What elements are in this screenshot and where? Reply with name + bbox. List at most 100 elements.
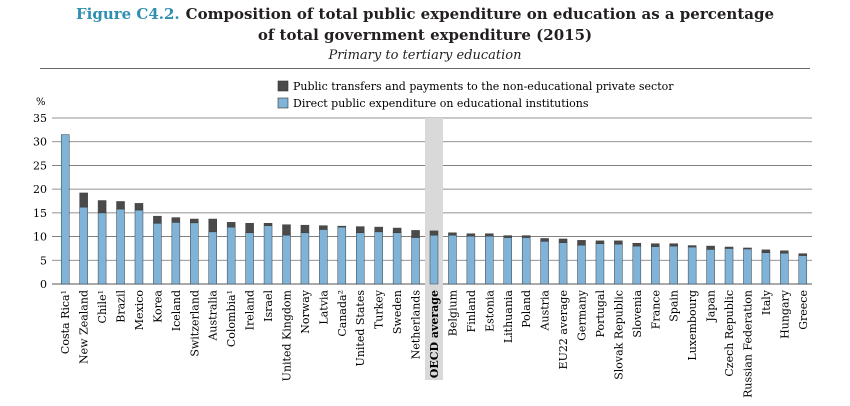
x-tick-label: Australia [207,290,220,342]
x-tick-label: EU22 average [557,290,570,369]
y-tick-label: 5 [40,254,47,267]
bar-direct [300,232,310,285]
x-tick-label: Estonia [483,290,496,332]
y-tick-label: 10 [33,231,47,244]
bar-transfers [485,233,494,237]
bar-transfers [761,249,771,253]
x-tick-label: Netherlands [410,290,423,360]
y-tick-label: 20 [33,183,47,196]
bar-direct [577,244,586,285]
bar-direct [595,243,605,285]
bar-direct [558,242,568,285]
bar-transfers [208,218,217,233]
y-tick-label: 15 [33,207,47,220]
figure-label: Figure C4.2. [75,5,180,23]
x-tick-label: Luxembourg [686,290,699,361]
bar-transfers [116,201,125,210]
bar-direct [134,209,144,285]
bar-direct [614,243,623,285]
bar-direct [669,245,678,285]
x-tick-label: Austria [539,290,552,332]
bar-direct [411,237,420,285]
x-tick-label: Czech Republic [723,290,736,377]
x-tick-label: United Kingdom [280,289,293,381]
x-tick-label: Poland [520,290,533,328]
bar-direct [651,246,660,285]
bar-direct [282,234,291,285]
x-tick-label: Canada² [336,290,349,337]
bar-transfers [503,235,513,238]
x-tick-label: Korea [151,290,164,323]
figure-title-text: Composition of total public expenditure … [185,5,775,23]
bar-direct [503,237,513,285]
bar-direct [337,226,347,285]
x-tick-label: France [649,290,662,329]
x-axis-labels: Costa Rica¹ New Zealand Chile¹ Brazil Mexico… [59,289,810,398]
bar-direct [116,208,125,285]
x-tick-label: Chile¹ [96,290,109,323]
bar-transfers [632,242,642,247]
legend-label-direct: Direct public expenditure on educational… [293,97,589,110]
chart-legend: Public transfers and payments to the non… [277,80,674,110]
x-tick-label: Norway [299,289,312,333]
x-tick-label: Germany [576,289,589,341]
bar-direct [374,231,383,285]
bar-direct [429,234,439,285]
x-tick-label: Belgium [446,289,459,336]
x-tick-label: Turkey [373,289,386,329]
bar-transfers [226,222,236,228]
x-tick-label: Colombia¹ [225,290,238,347]
y-tick-label: 25 [33,159,47,172]
bar-transfers [798,253,808,256]
bar-transfers [411,230,420,238]
x-tick-label: Slovak Republic [612,290,625,380]
bar-direct [706,249,715,285]
bar-transfers [429,230,439,236]
x-tick-label: Sweden [391,290,404,334]
bar-transfers [79,192,88,208]
bar-transfers [245,223,254,234]
bar-direct [761,252,771,285]
bar-transfers [171,217,181,223]
bar-transfers [780,250,789,254]
legend-swatch-transfers [277,80,289,92]
bar-direct [632,245,642,285]
bar-direct [245,232,254,285]
bar-transfers [687,245,697,248]
y-axis-ticks: 0 5 10 15 20 25 30 35 [33,112,47,291]
bar-direct [724,248,734,285]
y-axis-label: % [36,97,46,108]
bar-direct [485,235,494,285]
x-tick-label: Brazil [115,290,128,323]
legend-label-transfers: Public transfers and payments to the non… [293,80,674,93]
bar-transfers [392,227,402,234]
bar-direct [226,226,236,285]
figure-title-line-2: of total government expenditure (2015) [257,26,593,44]
bar-transfers [577,240,586,246]
bar-transfers [153,215,162,224]
bars [60,134,808,285]
bar-transfers [540,238,549,242]
figure-header: Figure C4.2. Composition of total public … [0,4,850,65]
bar-transfers [651,243,660,247]
x-tick-label: Mexico [133,290,146,331]
bar-transfers [355,226,365,234]
y-tick-label: 0 [40,278,47,291]
bar-direct [780,252,789,285]
x-tick-label: Costa Rica¹ [59,290,72,354]
bar-transfers [263,223,273,226]
bar-transfers [282,224,291,236]
x-tick-label: United States [354,290,367,367]
header-divider [40,68,810,69]
bar-direct [798,255,808,285]
x-tick-label: Ireland [244,290,257,330]
bar-direct [319,229,328,285]
x-tick-label: Spain [668,290,681,322]
y-tick-label: 35 [33,112,47,125]
bar-transfers [724,246,734,249]
bar-direct [171,222,181,285]
bar-direct [448,234,457,285]
x-tick-label: Japan [705,290,718,323]
bar-transfers [448,232,457,236]
